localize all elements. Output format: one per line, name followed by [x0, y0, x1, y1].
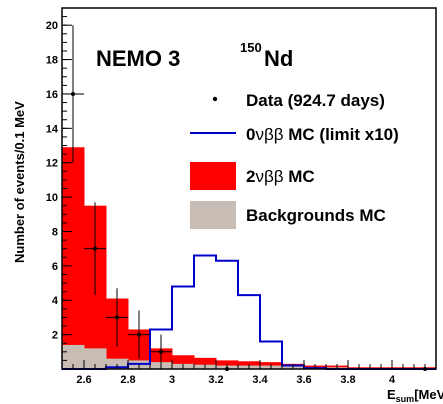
y-tick-label: 14	[46, 123, 59, 135]
data-point	[159, 349, 163, 354]
x-axis-title-sub: sum	[396, 394, 415, 404]
legend-data-marker	[212, 96, 218, 102]
bar-background-mc	[106, 358, 129, 369]
x-tick-label: 4	[389, 374, 396, 386]
bar-2nu-mc	[62, 147, 85, 369]
legend-2nu-beta: ββ	[264, 167, 284, 186]
legend-2nu-prefix: 2	[246, 167, 255, 186]
legend-0nu-beta: ββ	[264, 125, 284, 144]
y-tick-label: 10	[46, 192, 58, 204]
legend-bg-swatch	[190, 201, 236, 229]
legend-0nu-greek: ν	[255, 125, 264, 144]
data-point	[115, 315, 119, 320]
plot-area	[62, 25, 437, 371]
legend-2nu-greek: ν	[255, 167, 264, 186]
data-point	[93, 246, 97, 251]
legend-bg-label: Backgrounds MC	[246, 206, 386, 225]
y-tick-label: 6	[52, 261, 58, 273]
x-tick-label: 3	[169, 374, 175, 386]
y-tick-label: 8	[52, 226, 58, 238]
x-axis-title-main: E	[387, 387, 396, 402]
bar-background-mc	[84, 348, 107, 369]
x-axis-title-text: Esum[MeV]	[387, 387, 443, 404]
y-tick-label: 20	[46, 20, 58, 32]
x-tick-label: 2.8	[120, 374, 135, 386]
y-tick-label: 2	[52, 330, 58, 342]
isotope-mass: 150	[240, 40, 262, 55]
legend-2nu-suffix: MC	[284, 167, 315, 186]
y-axis-title: Number of events/0.1 MeV	[12, 101, 27, 263]
y-tick-label: 16	[46, 89, 58, 101]
legend-data-label: Data (924.7 days)	[246, 91, 385, 110]
data-point	[137, 332, 141, 337]
experiment-title: NEMO 3	[96, 46, 180, 71]
legend-0nu-prefix: 0	[246, 125, 255, 144]
x-tick-label: 3.6	[296, 374, 311, 386]
y-tick-label: 12	[46, 158, 58, 170]
y-tick-label: 4	[52, 295, 59, 307]
x-tick-label: 3.8	[340, 374, 355, 386]
y-tick-label: 18	[46, 55, 58, 67]
bar-2nu-mc	[194, 357, 217, 369]
x-tick-label: 3.4	[252, 374, 268, 386]
legend-2nu-swatch	[190, 162, 236, 190]
isotope-symbol: Nd	[264, 46, 293, 71]
legend-0nu-label: 0νββ MC (limit x10)	[246, 125, 399, 144]
data-point	[71, 91, 75, 96]
x-axis-title-unit: [MeV]	[414, 387, 443, 402]
x-axis-title: Esum[MeV]	[387, 387, 443, 404]
x-tick-label: 2.6	[76, 374, 91, 386]
legend: Data (924.7 days) 0νββ MC (limit x10) 2ν…	[190, 91, 399, 229]
legend-0nu-suffix: MC (limit x10)	[284, 125, 399, 144]
bar-background-mc	[62, 344, 85, 369]
legend-2nu-label: 2νββ MC	[246, 167, 315, 186]
x-tick-label: 3.2	[208, 374, 223, 386]
